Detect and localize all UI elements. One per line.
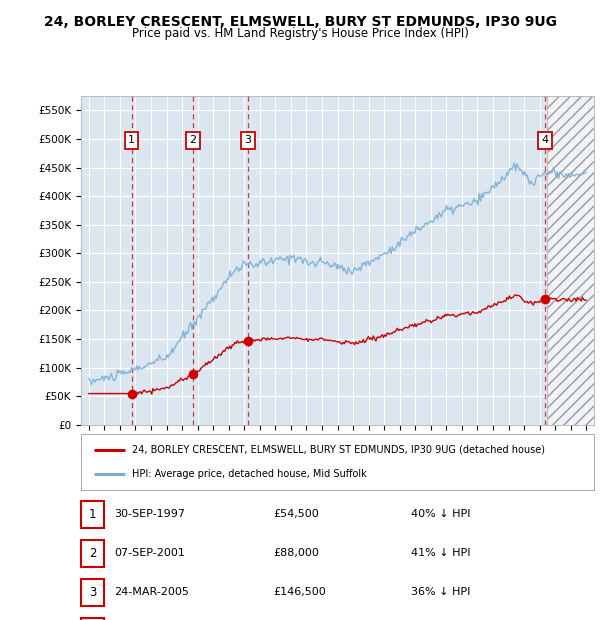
Text: £54,500: £54,500	[273, 509, 319, 520]
Text: 07-SEP-2001: 07-SEP-2001	[114, 548, 185, 559]
Text: 41% ↓ HPI: 41% ↓ HPI	[411, 548, 470, 559]
Text: £146,500: £146,500	[273, 587, 326, 598]
Text: Price paid vs. HM Land Registry's House Price Index (HPI): Price paid vs. HM Land Registry's House …	[131, 27, 469, 40]
Text: 2: 2	[189, 135, 196, 146]
Text: HPI: Average price, detached house, Mid Suffolk: HPI: Average price, detached house, Mid …	[133, 469, 367, 479]
Text: 30-SEP-1997: 30-SEP-1997	[114, 509, 185, 520]
Text: 4: 4	[542, 135, 549, 146]
Text: 3: 3	[89, 586, 96, 599]
Text: 1: 1	[89, 508, 96, 521]
Text: 24-MAR-2005: 24-MAR-2005	[114, 587, 189, 598]
Text: 2: 2	[89, 547, 96, 560]
Text: 3: 3	[244, 135, 251, 146]
Text: 36% ↓ HPI: 36% ↓ HPI	[411, 587, 470, 598]
Text: 1: 1	[128, 135, 135, 146]
Text: 24, BORLEY CRESCENT, ELMSWELL, BURY ST EDMUNDS, IP30 9UG (detached house): 24, BORLEY CRESCENT, ELMSWELL, BURY ST E…	[133, 445, 545, 454]
Text: 40% ↓ HPI: 40% ↓ HPI	[411, 509, 470, 520]
Text: 24, BORLEY CRESCENT, ELMSWELL, BURY ST EDMUNDS, IP30 9UG: 24, BORLEY CRESCENT, ELMSWELL, BURY ST E…	[44, 16, 557, 30]
Text: £88,000: £88,000	[273, 548, 319, 559]
